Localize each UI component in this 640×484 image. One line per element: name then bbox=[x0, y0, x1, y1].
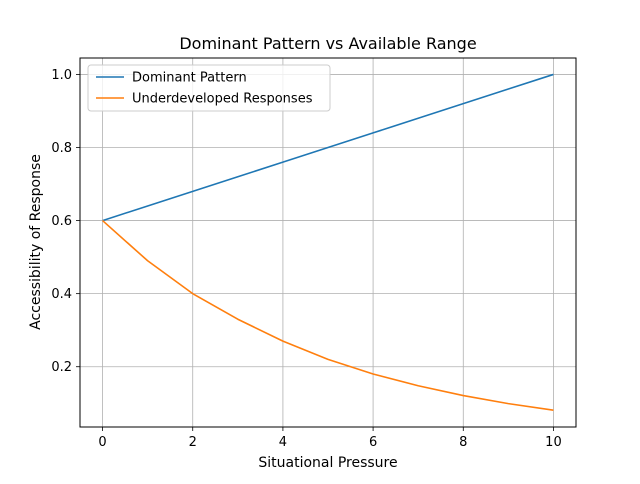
y-axis-ticks: 0.2 0.4 0.6 0.8 1.0 bbox=[51, 68, 80, 375]
x-tick-label-0: 0 bbox=[98, 435, 106, 450]
chart-title: Dominant Pattern vs Available Range bbox=[179, 34, 476, 53]
y-tick-label-2: 0.6 bbox=[51, 214, 72, 229]
x-axis-label: Situational Pressure bbox=[258, 455, 397, 471]
legend-label-1: Underdeveloped Responses bbox=[132, 92, 313, 107]
series-lines bbox=[102, 73, 554, 411]
x-tick-label-2: 4 bbox=[279, 435, 287, 450]
legend-box bbox=[87, 64, 331, 112]
x-tick-label-1: 2 bbox=[189, 435, 197, 450]
series-line-1 bbox=[102, 219, 554, 411]
x-tick-label-5: 10 bbox=[545, 435, 562, 450]
y-tick-label-0: 0.2 bbox=[51, 360, 72, 375]
x-axis-ticks: 0 2 4 6 8 10 bbox=[98, 427, 562, 450]
y-tick-label-4: 1.0 bbox=[51, 68, 72, 83]
legend: Dominant Pattern Underdeveloped Responses bbox=[87, 64, 331, 112]
y-axis-label: Accessibility of Response bbox=[28, 154, 44, 330]
y-tick-label-3: 0.8 bbox=[51, 141, 72, 156]
x-tick-label-3: 6 bbox=[369, 435, 377, 450]
x-tick-label-4: 8 bbox=[459, 435, 467, 450]
series-line-0 bbox=[102, 73, 554, 222]
plot-frame bbox=[79, 57, 577, 428]
y-tick-label-1: 0.4 bbox=[51, 287, 72, 302]
legend-label-0: Dominant Pattern bbox=[132, 71, 247, 86]
